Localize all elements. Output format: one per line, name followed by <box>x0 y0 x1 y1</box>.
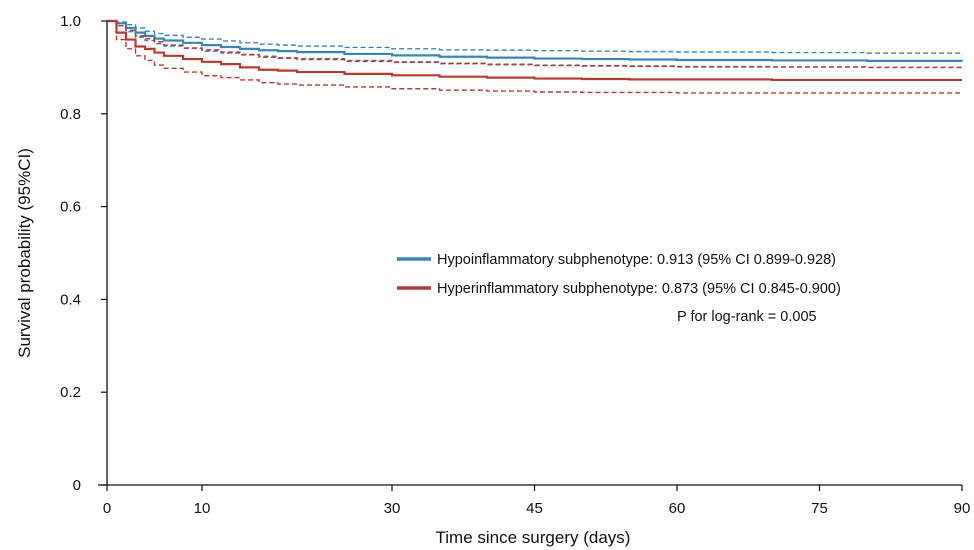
y-tick-label: 1.0 <box>60 13 81 30</box>
x-tick-label: 30 <box>384 500 401 517</box>
x-tick-label: 10 <box>194 500 211 517</box>
y-axis-title: Survival probability (95%CI) <box>15 148 34 358</box>
legend-label-hyper: Hyperinflammatory subphenotype: 0.873 (9… <box>437 281 841 297</box>
y-tick-label: 0.8 <box>60 106 81 123</box>
y-ticks: 0 0.2 0.4 0.6 0.8 1.0 <box>60 13 107 494</box>
legend-label-hypo: Hypoinflammatory subphenotype: 0.913 (95… <box>437 252 836 268</box>
survival-curve-3 <box>107 19 962 82</box>
x-tick-label: 75 <box>811 500 828 517</box>
legend: Hypoinflammatory subphenotype: 0.913 (95… <box>397 252 841 325</box>
ci-curve-2 <box>107 20 963 69</box>
x-axis-title: Time since surgery (days) <box>436 528 631 547</box>
y-tick-label: 0.2 <box>60 384 81 401</box>
survival-curves <box>107 19 964 94</box>
y-tick-label: 0.6 <box>60 199 81 216</box>
logrank-annotation: P for log-rank = 0.005 <box>677 309 817 325</box>
x-tick-label: 45 <box>526 500 543 517</box>
axes <box>98 21 962 486</box>
x-ticks: 0 10 30 45 60 75 90 <box>103 485 971 517</box>
ci-curve-1 <box>107 20 963 55</box>
x-tick-label: 90 <box>954 500 971 517</box>
x-tick-label: 60 <box>669 500 686 517</box>
ci-curve-5 <box>107 20 962 94</box>
y-tick-label: 0 <box>73 477 81 494</box>
y-tick-label: 0.4 <box>60 291 81 308</box>
x-tick-label: 0 <box>103 500 111 517</box>
